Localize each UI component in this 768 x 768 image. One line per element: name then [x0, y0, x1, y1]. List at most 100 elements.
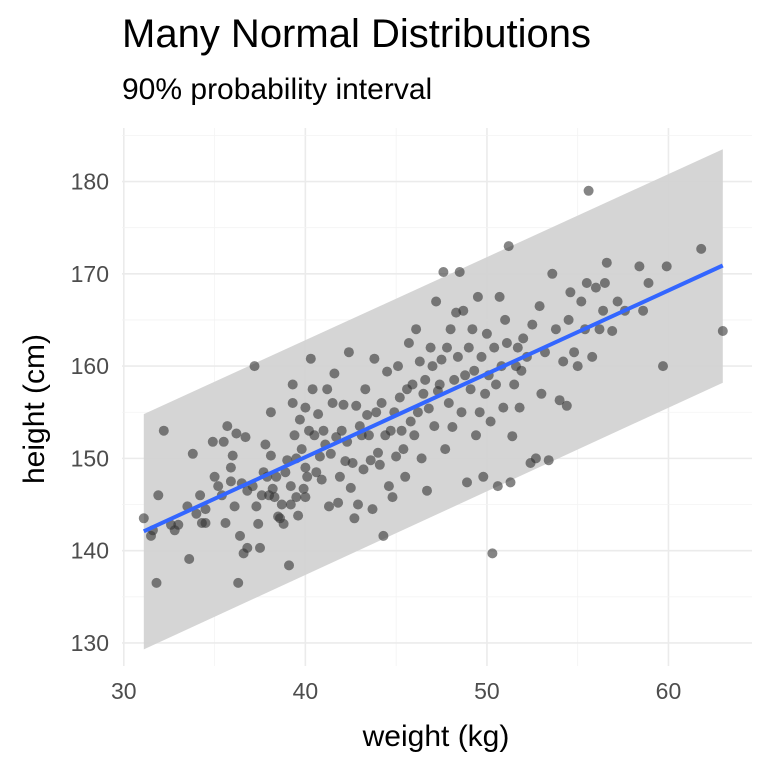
data-point: [443, 398, 454, 408]
data-point: [213, 481, 224, 492]
data-point: [351, 400, 362, 411]
data-point: [601, 257, 612, 268]
data-point: [285, 481, 296, 492]
data-point: [518, 333, 529, 344]
data-point: [294, 414, 305, 425]
data-point: [563, 314, 574, 325]
data-point: [151, 577, 162, 588]
data-point: [547, 268, 558, 279]
data-point: [347, 458, 358, 468]
data-point: [260, 439, 271, 450]
data-point: [661, 261, 672, 272]
tick-labels: 30 40 50 60 130 140 150 160 170 180: [71, 169, 682, 704]
data-point: [572, 361, 583, 372]
data-point: [278, 518, 289, 529]
data-point: [491, 379, 501, 390]
data-point: [385, 425, 396, 436]
data-point: [173, 519, 184, 530]
data-point: [474, 407, 485, 418]
data-point: [507, 431, 518, 442]
data-point: [311, 467, 322, 478]
data-point: [318, 425, 329, 436]
data-point: [462, 477, 472, 488]
data-point: [494, 291, 505, 302]
data-point: [394, 392, 405, 403]
chart-subtitle: 90% probability interval: [122, 73, 432, 106]
data-point: [447, 422, 458, 432]
data-point: [425, 342, 436, 353]
data-point: [374, 459, 385, 470]
chart-title: Many Normal Distributions: [122, 12, 591, 56]
data-point: [527, 319, 538, 330]
data-point: [231, 428, 242, 439]
data-point: [316, 474, 327, 485]
data-point: [487, 548, 498, 559]
data-point: [383, 481, 394, 492]
data-point: [354, 421, 365, 432]
data-point: [405, 416, 416, 427]
data-point: [543, 455, 554, 466]
data-point: [391, 451, 402, 462]
x-tick-label: 60: [656, 678, 682, 704]
data-point: [472, 291, 483, 302]
data-point: [138, 513, 149, 524]
data-point: [456, 407, 467, 418]
data-point: [423, 403, 434, 414]
data-point: [200, 518, 211, 528]
y-tick-label: 140: [71, 538, 109, 564]
data-point: [696, 243, 707, 254]
data-point: [153, 490, 164, 501]
data-point: [422, 485, 432, 496]
data-point: [363, 430, 374, 441]
data-point: [411, 324, 422, 335]
data-point: [287, 379, 298, 390]
data-point: [293, 510, 304, 521]
regression-line: [142, 263, 724, 534]
data-point: [436, 354, 447, 365]
data-point: [481, 328, 492, 339]
data-point: [235, 530, 245, 541]
data-point: [249, 361, 260, 372]
data-point: [265, 450, 276, 461]
data-point: [269, 492, 280, 503]
data-point: [476, 351, 487, 362]
data-point: [300, 402, 311, 413]
data-point: [599, 278, 610, 288]
data-point: [376, 398, 387, 408]
data-point: [324, 501, 334, 512]
data-point: [218, 436, 229, 447]
data-point: [382, 366, 393, 377]
data-point: [500, 314, 511, 325]
data-point: [367, 504, 378, 515]
data-point: [505, 477, 516, 488]
data-point: [569, 347, 580, 358]
data-point: [296, 444, 307, 455]
data-point: [643, 278, 654, 288]
data-point: [222, 421, 233, 432]
data-point: [334, 471, 345, 482]
data-point: [416, 453, 427, 464]
y-tick-label: 130: [71, 630, 109, 656]
data-point: [558, 356, 569, 367]
data-point: [285, 499, 296, 510]
data-point: [431, 296, 442, 307]
data-point: [467, 324, 478, 335]
data-point: [561, 400, 572, 411]
data-point: [329, 368, 340, 379]
data-point: [300, 462, 311, 473]
data-point: [418, 388, 429, 399]
data-point: [338, 399, 349, 410]
data-point: [387, 492, 398, 503]
data-point: [325, 448, 336, 459]
x-tick-label: 30: [111, 678, 137, 704]
data-point: [612, 296, 623, 307]
data-point: [587, 351, 598, 362]
data-point: [396, 425, 407, 436]
data-point: [478, 471, 489, 482]
data-point: [229, 501, 240, 512]
data-point: [313, 409, 324, 420]
data-point: [412, 407, 423, 418]
data-point: [322, 384, 333, 395]
data-point: [298, 483, 309, 494]
data-point: [465, 384, 476, 395]
